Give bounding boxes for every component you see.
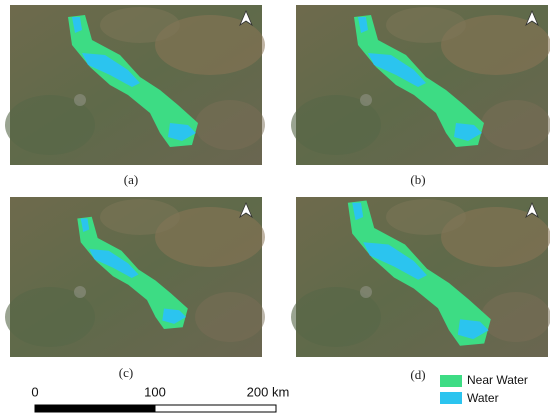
- map-panel: [290, 4, 550, 166]
- panel-label: (b): [410, 172, 425, 187]
- map-panel: [4, 196, 266, 358]
- scale-bar: [154, 404, 277, 413]
- legend-swatch: [440, 392, 462, 404]
- panel-label: (d): [410, 367, 425, 382]
- legend-swatch: [440, 375, 462, 387]
- panel-label: (c): [119, 365, 133, 380]
- panel-label: (a): [124, 172, 138, 187]
- map-panel: [290, 196, 550, 358]
- legend-label: Near Water: [467, 373, 528, 387]
- scale-bar: [34, 404, 156, 413]
- scale-label: 100: [144, 384, 166, 399]
- legend-label: Water: [467, 391, 499, 405]
- scale-label: 0: [31, 384, 38, 399]
- scale-label: 200 km: [247, 384, 290, 399]
- map-panel: [4, 4, 266, 166]
